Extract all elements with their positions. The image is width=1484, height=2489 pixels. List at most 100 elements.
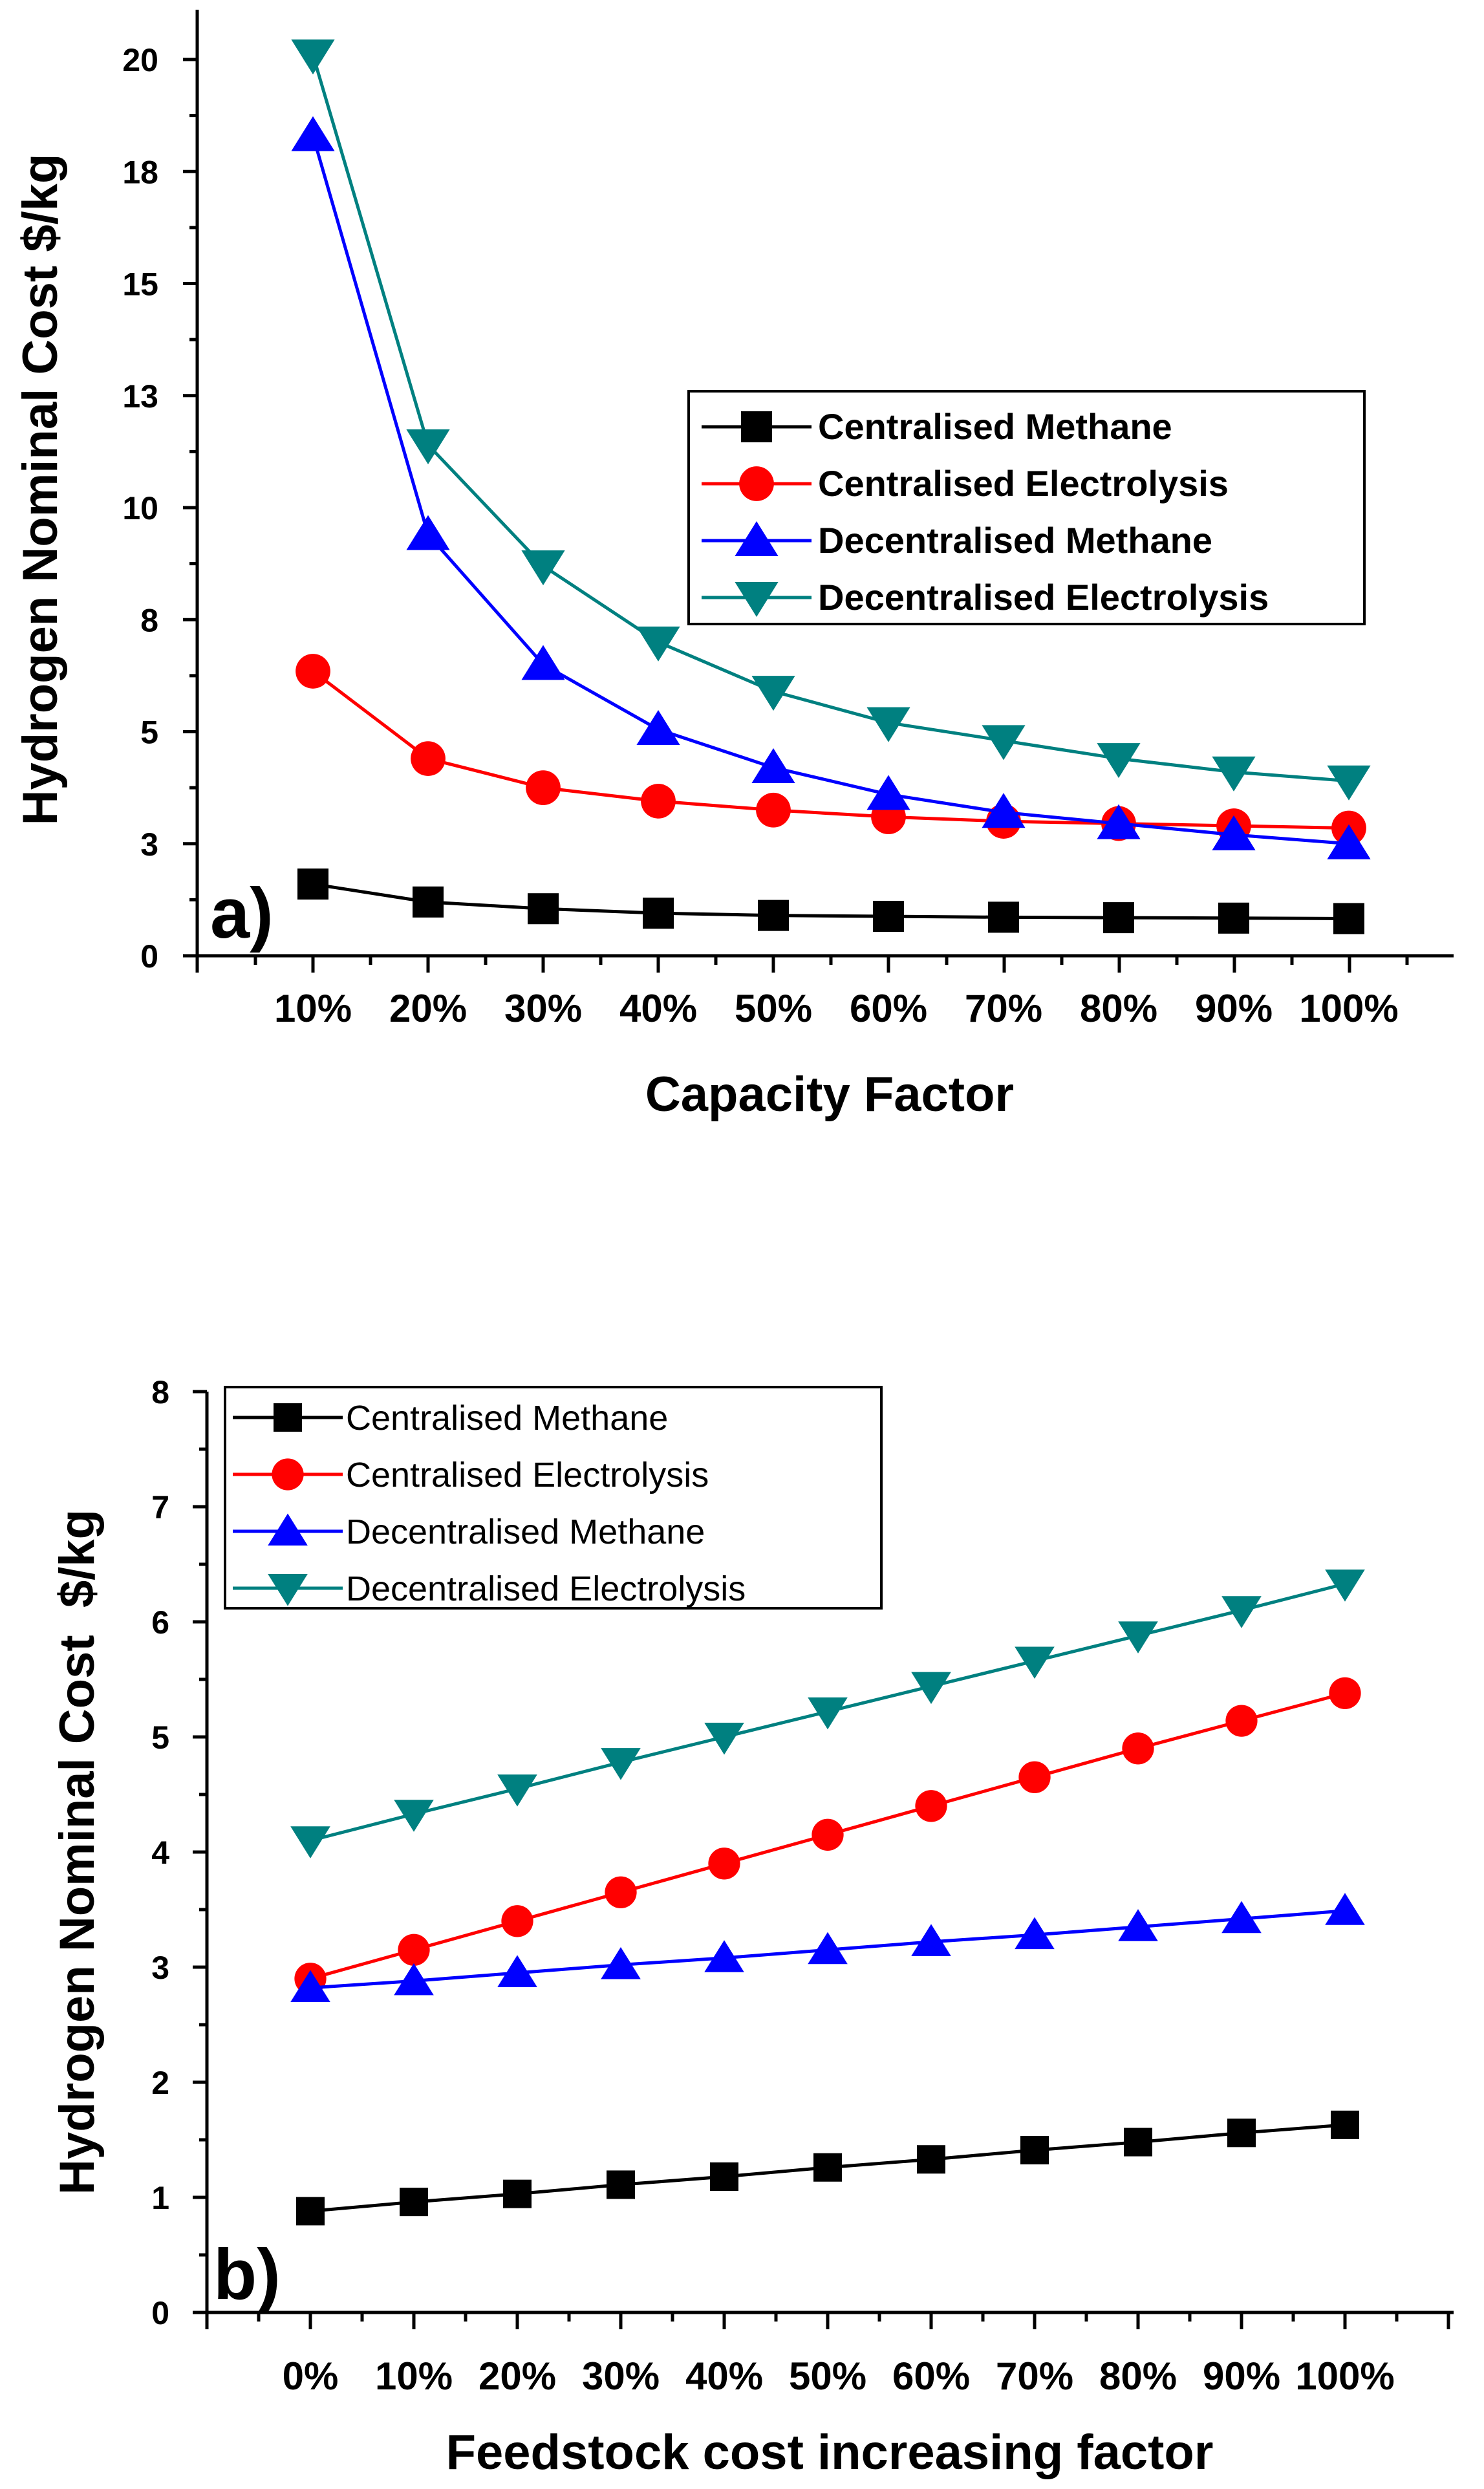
data-point <box>982 725 1026 760</box>
legend-marker <box>739 466 774 501</box>
series-decentralised-electrolysis <box>290 1569 1365 1859</box>
series-decentralised-electrolysis <box>291 39 1371 801</box>
legend-marker <box>274 1403 302 1432</box>
data-point <box>1212 756 1256 792</box>
chart-b-ylabel: Hydrogen Nominal Cost $/kg <box>50 1509 105 2195</box>
data-point <box>291 39 335 75</box>
legend-label: Centralised Electrolysis <box>818 463 1229 504</box>
x-tick-label: 60% <box>892 2354 970 2398</box>
data-point <box>406 515 450 550</box>
data-point <box>1015 1646 1055 1679</box>
data-point <box>1221 1901 1262 1934</box>
data-point <box>413 886 444 918</box>
data-point <box>1327 765 1371 801</box>
series-decentralised-methane <box>290 1893 1365 2003</box>
legend-label: Decentralised Methane <box>818 520 1212 561</box>
data-point <box>641 784 676 819</box>
y-tick-label: 4 <box>151 1835 169 1871</box>
x-tick-label: 20% <box>389 987 467 1030</box>
data-point <box>808 1932 848 1965</box>
series-line <box>312 669 1350 830</box>
legend-label: Centralised Methane <box>818 406 1172 447</box>
data-point <box>988 901 1019 933</box>
data-point <box>1325 1893 1365 1925</box>
data-point <box>636 626 680 662</box>
chart-a-legend-items: Centralised Methane Centralised Electroly… <box>702 406 1269 618</box>
data-point <box>605 1876 637 1908</box>
data-point <box>708 1848 740 1880</box>
y-tick-label: 13 <box>122 378 158 415</box>
data-point <box>1097 804 1141 839</box>
data-point <box>751 748 795 783</box>
data-point <box>1218 902 1249 934</box>
x-tick-label: 80% <box>1099 2354 1177 2398</box>
data-point <box>501 1905 533 1937</box>
data-point <box>503 2179 532 2208</box>
data-point <box>497 1774 537 1807</box>
y-tick-label: 6 <box>151 1604 169 1641</box>
data-point <box>1118 1909 1158 1941</box>
x-tick-label: 100% <box>1299 987 1398 1030</box>
chart-b-legend-items: Centralised Methane Centralised Electroly… <box>233 1399 746 1608</box>
data-point <box>1097 743 1141 779</box>
data-point <box>866 707 910 742</box>
y-tick-label: 15 <box>122 266 158 303</box>
x-tick-label: 60% <box>850 987 927 1030</box>
data-point <box>1331 2110 1359 2139</box>
x-tick-label: 50% <box>789 2354 866 2398</box>
data-point <box>812 1818 844 1851</box>
data-point <box>1103 902 1134 934</box>
y-tick-label: 0 <box>151 2295 169 2331</box>
data-point <box>704 1723 744 1755</box>
x-tick-label: 90% <box>1195 987 1273 1030</box>
data-point <box>521 645 565 680</box>
data-point <box>710 2162 738 2191</box>
series-line <box>312 882 1350 920</box>
data-point <box>1018 1761 1051 1793</box>
x-tick-label: 100% <box>1295 2354 1394 2398</box>
chart-a-xlabel: Capacity Factor <box>645 1067 1014 1122</box>
data-point <box>758 900 789 931</box>
data-point <box>1212 815 1256 850</box>
data-point <box>1225 1705 1258 1737</box>
data-point <box>296 654 330 689</box>
chart-a-series <box>291 39 1371 934</box>
chart-a-ylabel: Hydrogen Nominal Cost $/kg <box>13 154 68 826</box>
data-point <box>756 792 791 828</box>
legend-marker <box>268 1574 308 1606</box>
legend-item: Decentralised Electrolysis <box>233 1569 746 1608</box>
data-point <box>290 1826 330 1859</box>
chart-a-axes: 0 3 5 8 10 13 15 18 20 10% 20% 30% 40% 50% 60% 70% 80% 9… <box>122 10 1454 1030</box>
legend-item: Decentralised Methane <box>233 1513 705 1551</box>
y-tick-label: 0 <box>140 938 158 975</box>
data-point <box>911 1924 951 1956</box>
data-point <box>1122 1732 1154 1765</box>
data-point <box>911 1672 951 1705</box>
data-point <box>915 1790 947 1822</box>
x-tick-label: 40% <box>685 2354 763 2398</box>
legend-marker <box>741 411 772 442</box>
y-tick-label: 2 <box>151 2065 169 2101</box>
x-tick-label: 10% <box>274 987 352 1030</box>
data-point <box>296 2197 325 2226</box>
chart-b-xlabel: Feedstock cost increasing factor <box>446 2425 1214 2480</box>
data-point <box>813 2153 842 2182</box>
data-point <box>497 1955 537 1987</box>
data-point <box>1118 1621 1158 1654</box>
x-tick-label: 70% <box>965 987 1042 1030</box>
data-point <box>291 116 335 151</box>
data-point <box>866 775 910 810</box>
data-point <box>751 676 795 711</box>
y-tick-label: 5 <box>151 1719 169 1756</box>
data-point <box>406 429 450 464</box>
legend-label: Centralised Electrolysis <box>346 1456 709 1494</box>
data-point <box>290 1970 330 2003</box>
data-point <box>528 893 559 925</box>
data-point <box>411 741 446 776</box>
series-centralised-methane <box>297 868 1364 934</box>
chart-a: 0 3 5 8 10 13 15 18 20 10% 20% 30% 40% 50% 60% 70% 80% 9… <box>13 10 1454 1122</box>
legend-item: Centralised Methane <box>702 406 1172 447</box>
x-tick-label: 70% <box>996 2354 1073 2398</box>
chart-b-series <box>290 1569 1365 2226</box>
